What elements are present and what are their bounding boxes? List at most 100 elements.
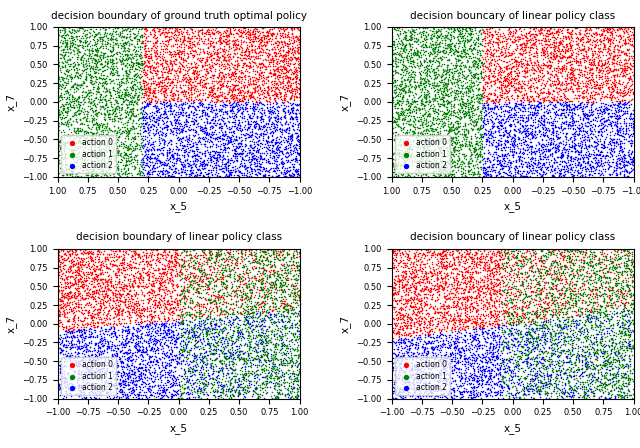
Point: [522, 60, 532, 67]
Point: [141, 258, 151, 265]
Point: [102, 52, 113, 59]
Point: [490, 271, 500, 278]
Point: [207, 153, 217, 160]
Point: [73, 344, 83, 351]
Point: [598, 270, 608, 277]
Point: [204, 250, 214, 257]
Point: [208, 84, 218, 91]
Point: [525, 370, 535, 378]
Point: [602, 327, 612, 334]
Point: [101, 144, 111, 151]
Point: [186, 278, 196, 285]
Point: [494, 296, 504, 303]
Point: [294, 151, 304, 159]
Point: [520, 366, 530, 373]
Point: [207, 129, 217, 136]
Point: [463, 316, 473, 323]
Point: [525, 104, 536, 111]
Point: [438, 340, 448, 347]
Point: [565, 296, 575, 303]
Point: [395, 146, 405, 153]
Point: [95, 54, 106, 61]
Point: [110, 374, 120, 381]
Point: [517, 60, 527, 68]
Point: [53, 317, 63, 324]
Point: [240, 131, 250, 138]
Point: [123, 373, 133, 380]
Point: [511, 56, 522, 64]
Point: [250, 96, 260, 103]
Point: [388, 137, 399, 144]
Point: [223, 339, 233, 346]
Point: [137, 90, 147, 97]
Point: [509, 341, 519, 349]
Point: [420, 377, 430, 384]
Point: [518, 383, 528, 390]
Point: [564, 118, 575, 125]
Point: [276, 284, 287, 291]
Point: [253, 298, 263, 306]
Point: [131, 52, 141, 60]
Point: [140, 47, 150, 54]
Point: [276, 66, 286, 73]
Point: [477, 156, 487, 163]
Point: [217, 164, 227, 172]
Point: [218, 279, 228, 286]
Point: [236, 89, 246, 96]
Point: [152, 173, 163, 180]
Point: [566, 77, 576, 84]
Point: [181, 87, 191, 95]
Point: [591, 81, 602, 88]
Point: [193, 103, 204, 110]
Point: [519, 85, 529, 92]
Point: [613, 129, 623, 136]
Point: [543, 62, 553, 69]
Point: [525, 259, 535, 266]
Point: [139, 103, 149, 110]
Point: [125, 299, 135, 306]
Point: [144, 353, 154, 360]
Point: [436, 353, 446, 360]
Point: [550, 332, 560, 339]
Point: [454, 25, 464, 32]
Point: [164, 33, 174, 40]
Point: [619, 63, 629, 70]
Point: [267, 32, 277, 39]
Point: [280, 149, 291, 156]
Point: [540, 49, 550, 56]
Point: [244, 286, 254, 293]
Point: [428, 30, 438, 38]
Point: [397, 58, 408, 65]
Point: [253, 137, 264, 144]
Point: [269, 166, 280, 173]
Point: [184, 134, 194, 141]
Point: [602, 246, 612, 253]
Point: [153, 299, 163, 306]
Point: [451, 62, 461, 69]
Point: [234, 96, 244, 103]
Point: [131, 335, 141, 342]
Point: [185, 141, 195, 148]
Point: [403, 50, 413, 57]
Point: [182, 283, 193, 290]
Point: [588, 48, 598, 55]
Point: [284, 314, 294, 321]
Point: [65, 289, 76, 297]
Point: [161, 99, 172, 107]
Point: [176, 78, 186, 85]
Point: [554, 160, 564, 168]
Point: [486, 108, 497, 115]
Point: [138, 154, 148, 161]
Point: [573, 51, 583, 58]
Point: [439, 311, 449, 319]
Point: [107, 106, 117, 113]
Point: [289, 345, 300, 352]
Point: [275, 25, 285, 32]
Point: [264, 304, 274, 311]
Point: [528, 44, 538, 52]
Point: [467, 376, 477, 383]
Point: [392, 395, 402, 402]
Point: [144, 99, 154, 107]
Point: [157, 381, 168, 388]
Point: [536, 337, 546, 344]
